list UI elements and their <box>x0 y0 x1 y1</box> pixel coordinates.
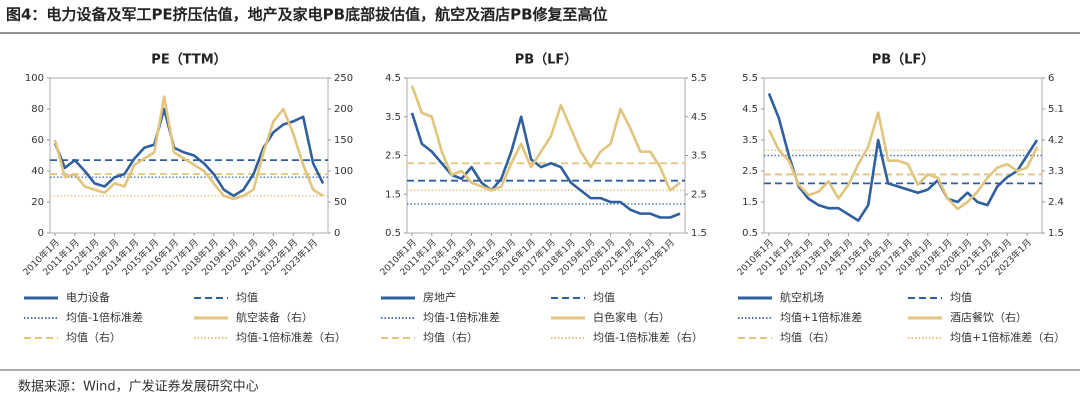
y-tick-label: 0 <box>38 228 44 239</box>
legend-label: 均值 <box>236 291 258 304</box>
source-note: 数据来源：Wind，广发证券发展研究中心 <box>18 379 259 395</box>
legend-label: 电力设备 <box>66 290 110 304</box>
series-line <box>767 93 1039 222</box>
legend-label: 均值（右） <box>66 330 121 344</box>
y-tick-label: 4.5 <box>385 73 401 84</box>
series-line <box>53 95 324 201</box>
legend-label: 均值+1倍标准差（右） <box>950 330 1065 344</box>
legend-label: 航空机场 <box>780 290 824 304</box>
legend-label: 均值（右） <box>423 330 478 344</box>
chart-title: PB（LF） <box>872 52 935 68</box>
y2-tick-label: 5.5 <box>691 73 707 84</box>
y-tick-label: 2.5 <box>742 166 758 177</box>
y-tick-label: 60 <box>31 135 44 146</box>
legend-label: 均值-1倍标准差 <box>423 310 500 324</box>
y-tick-label: 3.5 <box>385 112 401 123</box>
legend-label: 均值-1倍标准差（右） <box>236 330 346 344</box>
y-tick-label: 3.5 <box>742 135 758 146</box>
y2-tick-label: 2.5 <box>691 189 707 200</box>
y-tick-label: 1.5 <box>385 189 401 200</box>
plot-frame <box>406 77 686 234</box>
y-tick-label: 40 <box>31 166 44 177</box>
y2-tick-label: 250 <box>334 73 353 84</box>
series-line <box>53 107 325 198</box>
y-tick-label: 0.5 <box>742 228 758 239</box>
series-line <box>410 85 681 192</box>
y-tick-label: 4.5 <box>742 104 758 115</box>
legend-label: 均值-1倍标准差（右） <box>593 330 703 344</box>
y2-tick-label: 3.3 <box>1048 166 1064 177</box>
page-title: 图4：电力设备及军工PE挤压估值，地产及家电PB底部拔估值，航空及酒店PB修复至… <box>6 6 608 24</box>
y2-tick-label: 1.5 <box>691 228 707 239</box>
legend-label: 白色家电（右） <box>593 310 670 324</box>
legend-label: 酒店餐饮（右） <box>950 310 1027 324</box>
y2-tick-label: 6 <box>1048 73 1054 84</box>
y-tick-label: 1.5 <box>742 197 758 208</box>
y2-tick-label: 1.5 <box>1048 228 1064 239</box>
y2-tick-label: 200 <box>334 104 353 115</box>
y2-tick-label: 150 <box>334 135 353 146</box>
legend-label: 均值+1倍标准差 <box>780 310 862 324</box>
series-line <box>410 112 681 219</box>
legend-label: 均值-1倍标准差 <box>66 310 143 324</box>
y-tick-label: 5.5 <box>742 73 758 84</box>
legend-label: 航空装备（右） <box>236 310 313 324</box>
y2-tick-label: 2.4 <box>1048 197 1064 208</box>
y-tick-label: 80 <box>31 104 44 115</box>
y2-tick-label: 4.5 <box>691 112 707 123</box>
y2-tick-label: 100 <box>334 166 353 177</box>
plot-frame <box>49 77 329 234</box>
chart-title: PE（TTM） <box>151 52 226 68</box>
y2-tick-label: 50 <box>334 197 347 208</box>
y-tick-label: 20 <box>31 197 44 208</box>
chart-title: PB（LF） <box>515 52 578 68</box>
y-tick-label: 2.5 <box>385 151 401 162</box>
series-line <box>767 111 1039 211</box>
legend-label: 均值（右） <box>780 330 835 344</box>
legend-label: 均值 <box>593 291 615 304</box>
y2-tick-label: 4.2 <box>1048 135 1064 146</box>
y-tick-label: 0.5 <box>385 228 401 239</box>
legend-label: 均值 <box>950 291 972 304</box>
plot-frame <box>763 77 1043 234</box>
legend-label: 房地产 <box>423 290 456 304</box>
y2-tick-label: 3.5 <box>691 151 707 162</box>
y-tick-label: 100 <box>25 73 44 84</box>
y2-tick-label: 5.1 <box>1048 104 1064 115</box>
y2-tick-label: 0 <box>334 228 340 239</box>
